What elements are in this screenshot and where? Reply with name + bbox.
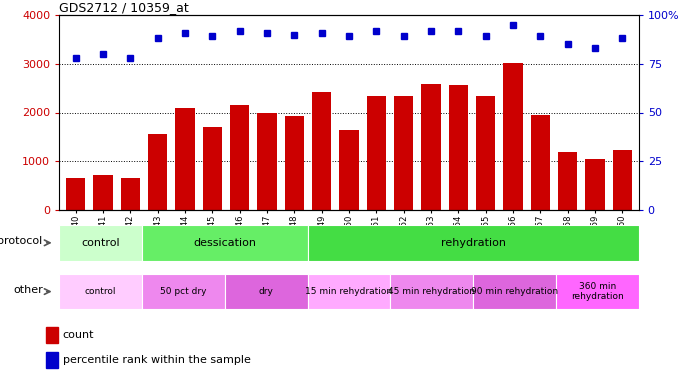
Bar (476, 96, 495, 210)
Text: other: other (13, 285, 43, 295)
Bar (312, 92, 332, 210)
Bar (308, 225, 639, 261)
Text: control: control (85, 287, 117, 296)
Bar (66, 178, 85, 210)
Bar (449, 85, 468, 210)
Bar (59, 225, 142, 261)
Bar (613, 150, 632, 210)
Bar (586, 159, 604, 210)
Text: dessication: dessication (193, 238, 256, 248)
Text: 15 min rehydration: 15 min rehydration (306, 287, 392, 296)
Text: 90 min rehydration: 90 min rehydration (471, 287, 558, 296)
Bar (148, 135, 168, 210)
Bar (175, 108, 195, 210)
Bar (390, 274, 473, 309)
Bar (394, 96, 413, 210)
Bar (366, 96, 386, 210)
Text: rehydration: rehydration (440, 238, 505, 248)
Text: GDS2712 / 10359_at: GDS2712 / 10359_at (59, 1, 189, 14)
Bar (422, 84, 440, 210)
Bar (339, 130, 359, 210)
Text: count: count (63, 330, 94, 340)
Bar (59, 274, 142, 309)
Bar (285, 116, 304, 210)
Bar (46, 327, 58, 343)
Bar (142, 274, 225, 309)
Bar (503, 63, 523, 210)
Bar (473, 274, 556, 309)
Text: 45 min rehydration: 45 min rehydration (388, 287, 475, 296)
Text: 360 min
rehydration: 360 min rehydration (571, 282, 624, 301)
Bar (258, 112, 276, 210)
Text: protocol: protocol (0, 236, 43, 246)
Bar (530, 115, 550, 210)
Text: dry: dry (259, 287, 274, 296)
Bar (203, 127, 222, 210)
Bar (225, 274, 308, 309)
Bar (308, 274, 390, 309)
Text: control: control (82, 238, 120, 248)
Bar (558, 152, 577, 210)
Text: percentile rank within the sample: percentile rank within the sample (63, 355, 251, 365)
Bar (142, 225, 308, 261)
Bar (46, 352, 58, 368)
Text: 50 pct dry: 50 pct dry (161, 287, 207, 296)
Bar (94, 175, 112, 210)
Bar (230, 105, 249, 210)
Bar (121, 178, 140, 210)
Bar (556, 274, 639, 309)
